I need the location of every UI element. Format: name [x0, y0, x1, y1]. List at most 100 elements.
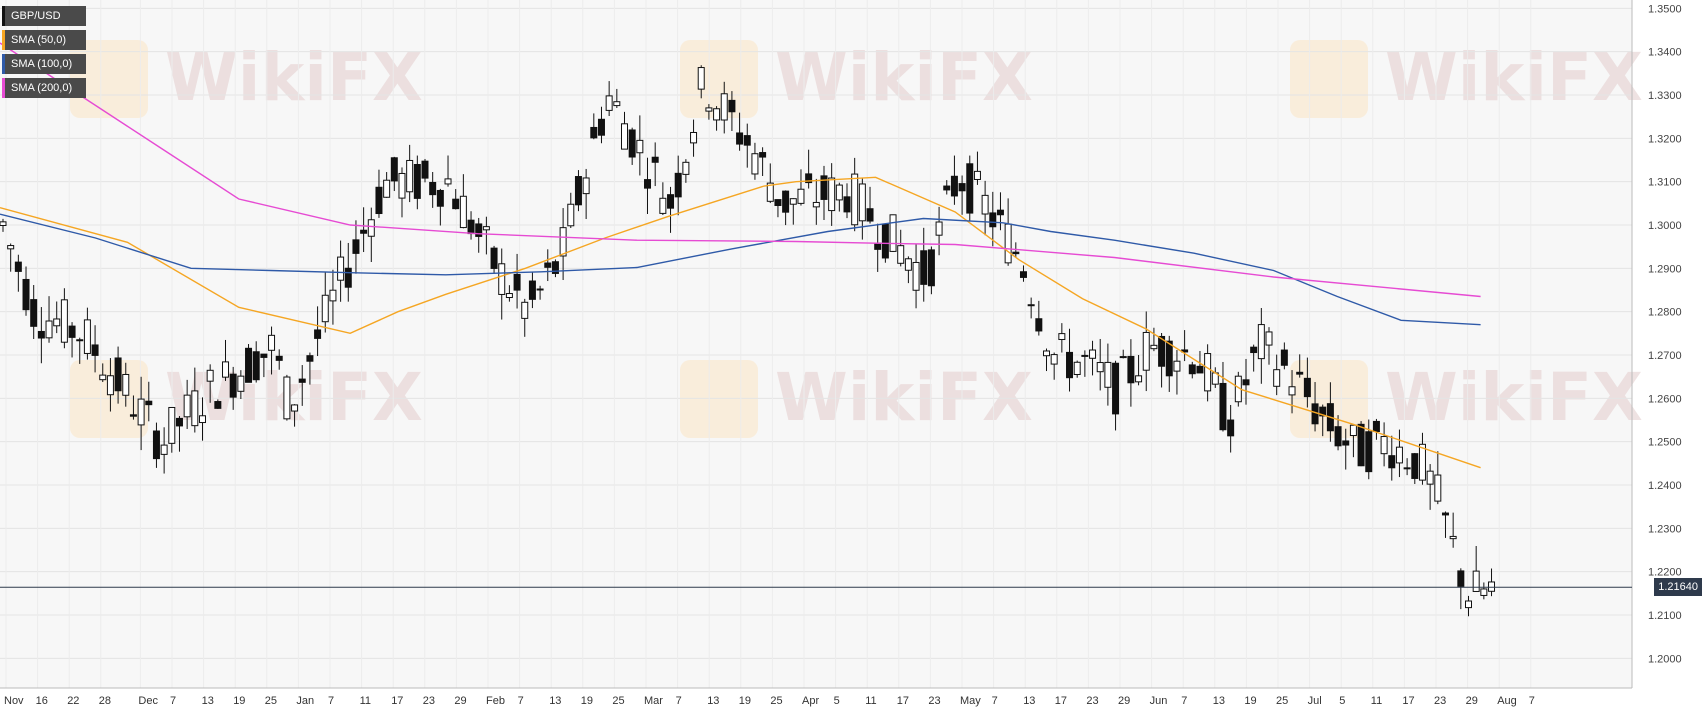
candle-down	[528, 280, 536, 300]
candle-up	[283, 376, 291, 420]
candle-down	[774, 199, 782, 207]
candle-up	[559, 227, 567, 257]
candle-down	[30, 299, 38, 327]
candle-up	[1449, 535, 1457, 540]
candle-down	[129, 414, 137, 417]
candle-down	[881, 223, 889, 259]
x-tick-label: 17	[1055, 695, 1067, 707]
candle-down	[229, 373, 237, 398]
candle-up	[183, 394, 191, 418]
candle-down	[1457, 570, 1465, 587]
candle-up	[1426, 470, 1434, 485]
watermark-text: WikiFX	[775, 359, 1033, 436]
candle-up	[973, 170, 981, 180]
candle-up	[1150, 344, 1158, 350]
y-tick-label: 1.2300	[1648, 523, 1682, 535]
candle-up	[682, 161, 690, 175]
legend-item-sma200[interactable]: SMA (200,0)	[2, 78, 86, 98]
x-tick-label: 25	[265, 695, 277, 707]
candle-up	[7, 245, 15, 250]
candle-up	[935, 221, 943, 236]
candle-up	[45, 320, 53, 339]
candle-down	[260, 353, 268, 358]
candle-up	[789, 198, 797, 205]
candle-down	[275, 355, 283, 361]
candle-up	[1073, 361, 1081, 375]
candle-down	[958, 183, 966, 192]
x-tick-label: 25	[770, 695, 782, 707]
candle-up	[1081, 354, 1089, 357]
candle-up	[168, 406, 176, 444]
candle-down	[475, 223, 483, 237]
x-tick-label: 13	[707, 695, 719, 707]
candle-down	[1165, 340, 1173, 377]
legend-swatch	[2, 78, 5, 98]
candle-up	[505, 293, 513, 299]
candle-down	[37, 330, 45, 339]
x-tick-label: 11	[865, 695, 876, 707]
candle-down	[736, 132, 744, 145]
candle-up	[812, 201, 820, 208]
candle-down	[1280, 349, 1288, 366]
candle-down	[820, 175, 828, 200]
x-tick-label: May	[960, 695, 981, 707]
candle-down	[996, 209, 1004, 216]
candle-up	[1004, 223, 1012, 264]
y-tick-label: 1.3500	[1648, 3, 1682, 15]
candle-up	[981, 194, 989, 215]
legend-swatch	[2, 6, 5, 26]
candle-up	[1104, 361, 1112, 388]
x-tick-label: 28	[99, 695, 111, 707]
legend-item-sma50[interactable]: SMA (50,0)	[2, 30, 86, 50]
y-tick-label: 1.2900	[1648, 263, 1682, 275]
candle-down	[375, 186, 383, 215]
candle-down	[728, 99, 736, 113]
candle-up	[83, 319, 91, 354]
x-tick-label: 17	[897, 695, 909, 707]
x-tick-label: 19	[739, 695, 751, 707]
candle-up	[160, 444, 168, 455]
candle-up	[198, 415, 206, 424]
candle-up	[329, 289, 337, 302]
candle-up	[697, 67, 705, 90]
candle-up	[1288, 386, 1296, 396]
candle-down	[989, 212, 997, 228]
candle-down	[674, 172, 682, 198]
candle-down	[1242, 379, 1250, 386]
candle-down	[1441, 512, 1449, 516]
x-tick-label: 23	[928, 695, 940, 707]
x-tick-label: 23	[1434, 695, 1446, 707]
x-tick-label: 19	[233, 695, 245, 707]
candle-up	[1050, 354, 1058, 365]
candle-up	[137, 398, 145, 426]
candle-down	[1227, 419, 1235, 437]
y-tick-label: 1.3200	[1648, 133, 1682, 145]
x-tick-label: Apr	[802, 695, 819, 707]
candle-down	[1019, 271, 1027, 278]
legend-item-gbpusd[interactable]: GBP/USD	[2, 6, 86, 26]
candle-down	[551, 261, 559, 274]
candle-up	[851, 173, 859, 226]
watermark-logo	[70, 40, 148, 118]
x-tick-label: Jul	[1308, 695, 1322, 707]
legend-item-sma100[interactable]: SMA (100,0)	[2, 54, 86, 74]
legend-label: SMA (200,0)	[11, 82, 73, 94]
candle-up	[398, 172, 406, 199]
x-tick-label: 19	[1244, 695, 1256, 707]
candle-down	[1303, 377, 1311, 398]
y-tick-label: 1.3300	[1648, 90, 1682, 102]
candle-down	[175, 417, 183, 427]
candle-up	[1472, 570, 1480, 592]
candle-up	[705, 107, 713, 112]
sma-line	[0, 213, 1481, 326]
x-tick-label: 11	[1371, 695, 1382, 707]
candle-down	[920, 250, 928, 285]
candle-down	[597, 118, 605, 136]
candle-up	[406, 159, 414, 193]
y-tick-label: 1.2000	[1648, 653, 1682, 665]
candle-up	[1265, 331, 1273, 346]
candle-up	[482, 226, 490, 231]
candle-up	[383, 179, 391, 198]
candle-up	[237, 375, 245, 392]
watermark-logo	[680, 360, 758, 438]
